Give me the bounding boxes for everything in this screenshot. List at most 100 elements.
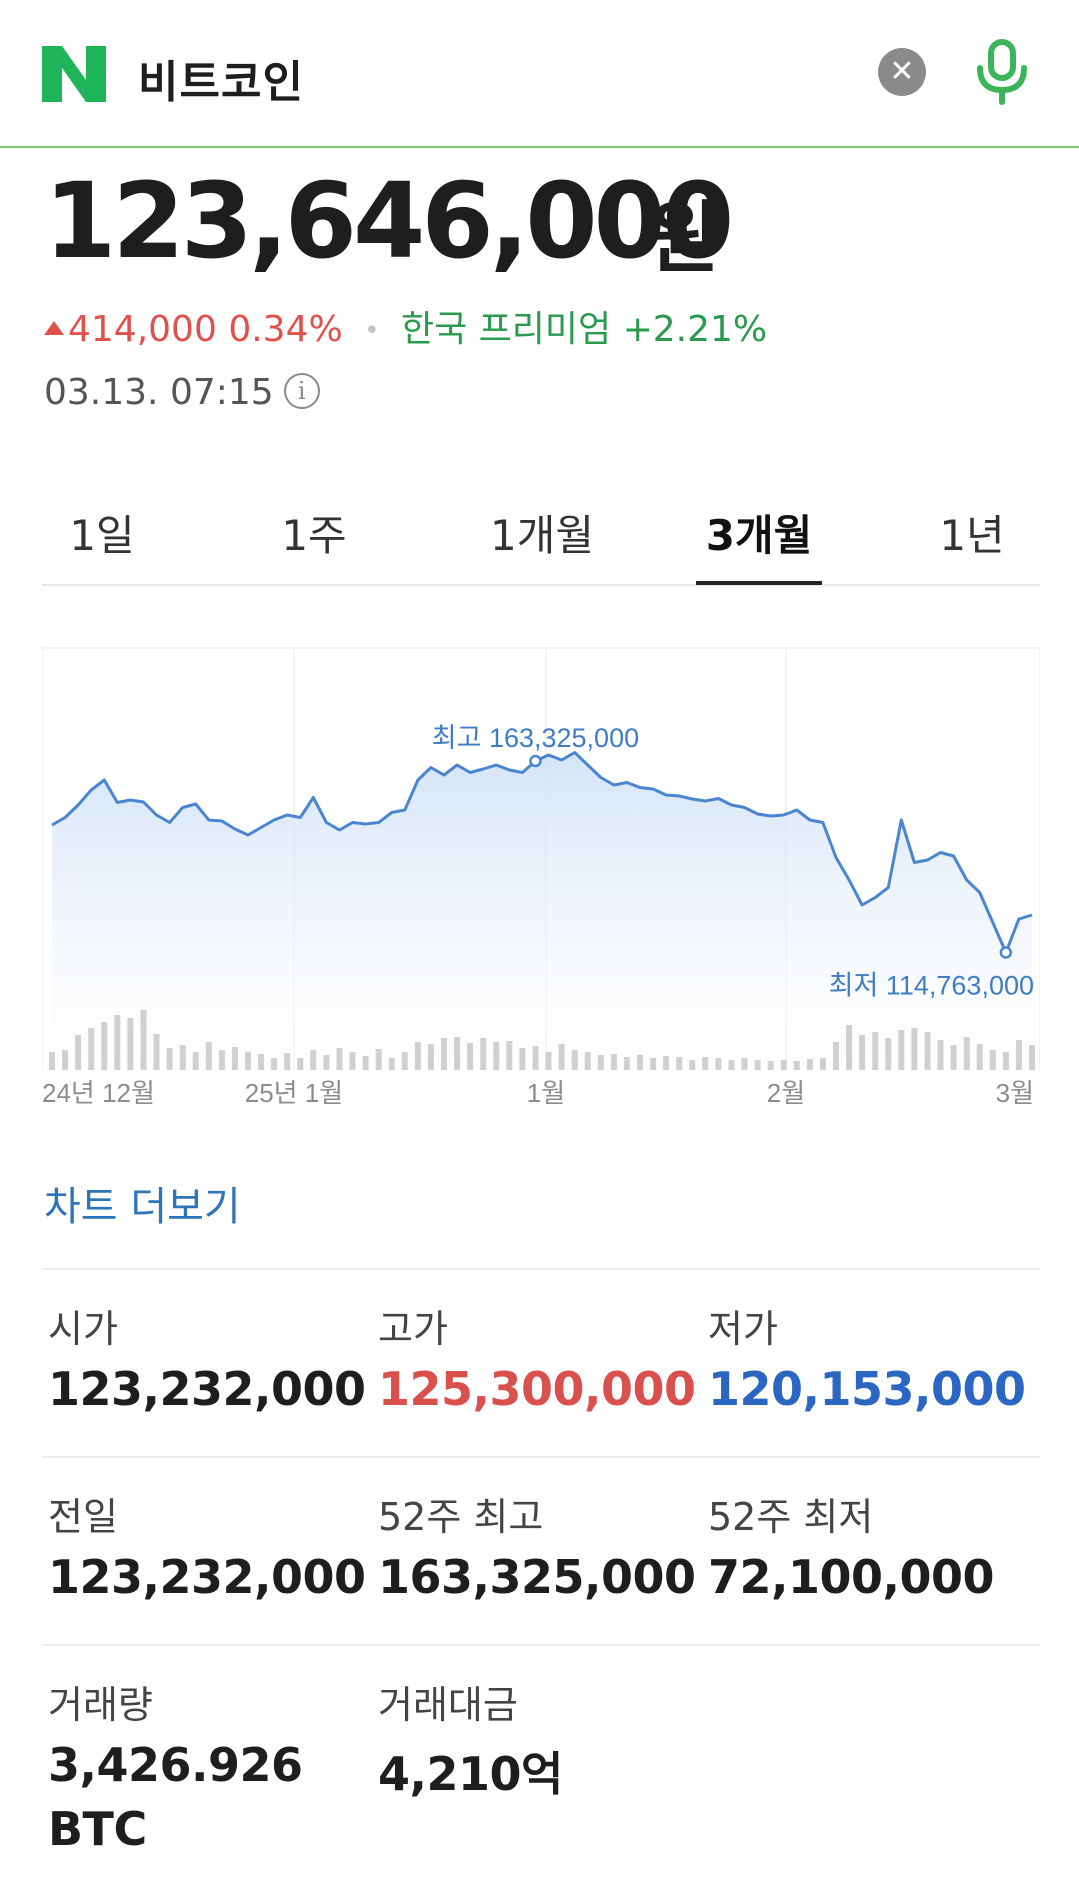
volume-bar [271,1058,278,1070]
volume-bar [819,1058,826,1070]
info-icon[interactable]: i [283,373,320,409]
volume-bar [885,1038,892,1070]
volume-bar [780,1060,787,1070]
volume-bar [401,1052,408,1070]
stat-value-52w-high: 163,325,000 [378,1550,696,1604]
high-label: 최고 163,325,000 [432,723,639,753]
volume-bar [323,1055,330,1070]
x-axis-label: 3월 [996,1078,1034,1108]
search-header: 비트코인 ✕ [0,0,1079,148]
volume-bar [637,1055,643,1070]
price-area [52,752,1032,1070]
stat-label-volume: 거래량 [48,1683,153,1727]
stat-label-trade-amount: 거래대금 [378,1683,518,1727]
naver-logo-icon[interactable] [42,46,106,102]
volume-bar [715,1058,722,1070]
volume-bar [284,1053,291,1070]
volume-bar [976,1044,983,1070]
volume-bar [179,1045,186,1070]
active-tab-indicator [696,581,822,585]
x-axis-label: 24년 12월 [42,1078,155,1108]
volume-bar [192,1052,199,1070]
volume-bar [88,1028,95,1070]
volume-bar [846,1025,853,1070]
period-tabs: 1일 1주 1개월 3개월 1년 [42,482,1040,586]
price-chart[interactable]: 최고 163,325,000 최저 114,763,000 24년 12월 25년… [42,640,1040,1110]
microphone-icon[interactable] [972,38,1032,108]
volume-bar [558,1044,565,1070]
up-triangle-icon [44,321,64,335]
volume-bar [231,1047,238,1070]
volume-bar [49,1052,55,1070]
volume-bar [898,1030,905,1070]
volume-bar [245,1052,251,1070]
stat-label-high: 고가 [378,1307,448,1351]
tab-3month[interactable]: 3개월 [705,511,813,560]
x-axis-label: 1월 [527,1078,565,1108]
clear-search-button[interactable]: ✕ [878,48,926,96]
stat-label-open: 시가 [48,1307,118,1351]
change-amount: 414,000 [68,309,217,350]
volume-bar [1015,1040,1022,1070]
tab-1year[interactable]: 1년 [939,511,1005,560]
volume-bar [336,1048,343,1070]
tab-1week[interactable]: 1주 [281,511,347,560]
volume-bar [806,1059,813,1070]
stat-label-52w-low: 52주 최저 [708,1495,874,1539]
x-axis-label: 25년 1월 [245,1078,343,1108]
volume-bar [519,1048,526,1070]
volume-bar [454,1037,461,1070]
premium-value[interactable]: +2.21% [622,309,768,350]
x-axis-labels: 24년 12월 25년 1월 1월 2월 3월 [42,1078,1034,1108]
high-marker [529,754,542,768]
stat-value-open: 123,232,000 [48,1362,366,1416]
stat-value-low: 120,153,000 [708,1362,1026,1416]
more-chart-link[interactable]: 차트 더보기 [44,1184,241,1230]
volume-bar [375,1049,382,1070]
volume-bar [205,1042,212,1070]
volume-bar [166,1048,173,1070]
volume-bar [741,1058,748,1070]
volume-bar [833,1042,839,1070]
volume-bar [989,1050,996,1070]
tab-1month[interactable]: 1개월 [489,511,594,560]
volume-bar [101,1022,108,1070]
volume-bar [114,1015,121,1070]
volume-bar [872,1032,879,1070]
price-timestamp: 03.13. 07:15 i [44,372,320,413]
low-label: 최저 114,763,000 [829,971,1034,1001]
stat-label-52w-high: 52주 최고 [378,1495,544,1539]
price-change-row: 414,000 0.34% • 한국 프리미엄 +2.21% [44,300,767,352]
volume-bar [597,1055,604,1070]
stats-divider-top [42,1268,1040,1270]
tab-1day[interactable]: 1일 [69,511,135,560]
volume-bar [571,1050,578,1070]
volume-bar [963,1037,970,1070]
volume-bar [859,1035,866,1070]
volume-bar [493,1042,500,1070]
price-unit: 원 [648,194,720,284]
x-axis-label: 2월 [767,1078,805,1108]
volume-bar [545,1052,552,1070]
volume-bar [218,1050,225,1070]
volume-bar [480,1038,487,1070]
volume-bar [1029,1045,1035,1070]
volume-bar [62,1050,69,1070]
low-marker [999,946,1013,959]
volume-bar [297,1058,304,1070]
volume-bar [924,1032,931,1070]
stat-value-prev: 123,232,000 [48,1550,366,1604]
premium-label[interactable]: 한국 프리미엄 [400,309,612,350]
volume-bar [467,1043,474,1070]
volume-bar [140,1010,147,1070]
volume-bar [702,1057,709,1070]
volume-bar [676,1057,683,1070]
volume-bar [767,1061,774,1070]
stat-value-volume: 3,426.926 [48,1738,303,1792]
stat-value-52w-low: 72,100,000 [708,1550,995,1604]
volume-bar [127,1018,134,1070]
search-query[interactable]: 비트코인 [138,57,304,108]
volume-bar [937,1040,944,1070]
volume-bar [441,1038,447,1070]
volume-bar [153,1034,160,1070]
